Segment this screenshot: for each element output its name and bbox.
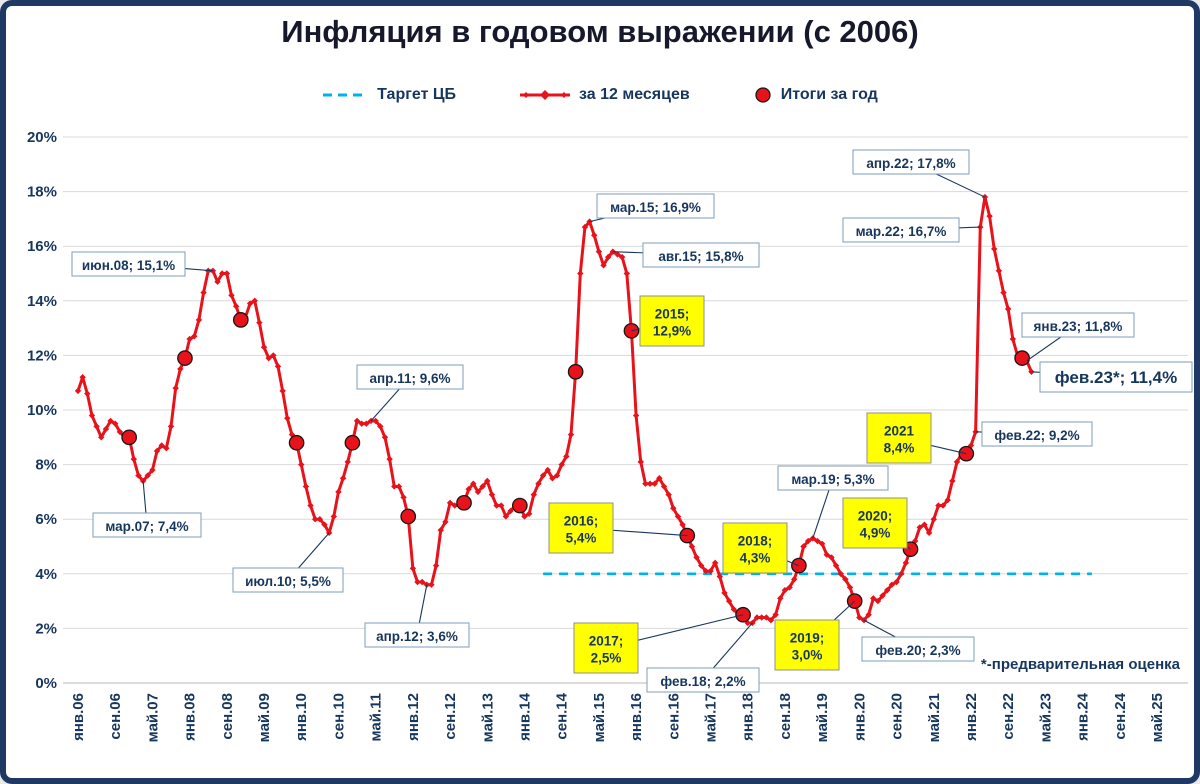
svg-text:июл.10; 5,5%: июл.10; 5,5% (245, 574, 331, 589)
svg-text:4%: 4% (35, 566, 57, 583)
svg-text:янв.16: янв.16 (628, 693, 645, 741)
svg-text:2,5%: 2,5% (591, 650, 622, 665)
svg-text:май.25: май.25 (1149, 693, 1166, 742)
svg-text:фев.20; 2,3%: фев.20; 2,3% (875, 643, 960, 658)
svg-text:апр.11; 9,6%: апр.11; 9,6% (370, 371, 451, 386)
chart-footnote: *-предварительная оценка (980, 656, 1180, 673)
svg-text:мар.19; 5,3%: мар.19; 5,3% (791, 472, 874, 487)
series-diamond-line-icon (520, 90, 571, 100)
svg-text:фев.18; 2,2%: фев.18; 2,2% (660, 674, 745, 689)
svg-text:8,4%: 8,4% (884, 440, 915, 455)
svg-text:янв.23; 11,8%: янв.23; 11,8% (1034, 319, 1123, 334)
svg-text:авг.15; 15,8%: авг.15; 15,8% (658, 249, 743, 264)
svg-text:фев.23*; 11,4%: фев.23*; 11,4% (1055, 368, 1177, 387)
svg-text:10%: 10% (27, 402, 57, 419)
svg-text:янв.20: янв.20 (851, 693, 868, 741)
svg-text:сен.10: сен.10 (330, 693, 347, 740)
svg-text:5,4%: 5,4% (566, 530, 597, 545)
legend-label-annual: Итоги за год (780, 86, 878, 103)
annual-circle-icon (755, 87, 771, 103)
svg-text:0%: 0% (35, 675, 57, 692)
svg-text:2017;: 2017; (589, 634, 624, 649)
svg-text:сен.24: сен.24 (1112, 692, 1129, 739)
chart-title: Инфляция в годовом выражении (с 2006) (281, 14, 919, 49)
chart-legend: Таргет ЦБ за 12 месяцев Итоги за год (0, 86, 1200, 104)
svg-text:сен.20: сен.20 (889, 693, 906, 740)
svg-text:май.11: май.11 (368, 693, 385, 742)
svg-text:янв.10: янв.10 (293, 693, 310, 741)
legend-item-target: Таргет ЦБ (322, 86, 456, 104)
svg-text:8%: 8% (35, 457, 57, 474)
svg-text:2016;: 2016; (564, 514, 599, 529)
svg-text:апр.12; 3,6%: апр.12; 3,6% (376, 629, 458, 644)
svg-text:2%: 2% (35, 620, 57, 637)
svg-text:6%: 6% (35, 511, 57, 528)
svg-text:июн.08; 15,1%: июн.08; 15,1% (82, 258, 175, 273)
svg-text:янв.08: янв.08 (182, 693, 199, 741)
legend-label-series: за 12 месяцев (579, 86, 690, 103)
svg-text:мар.22; 16,7%: мар.22; 16,7% (856, 224, 947, 239)
legend-item-series: за 12 месяцев (520, 86, 690, 104)
svg-text:май.09: май.09 (256, 693, 273, 742)
svg-text:сен.14: сен.14 (554, 692, 571, 739)
legend-label-target: Таргет ЦБ (377, 86, 457, 103)
svg-text:12%: 12% (27, 347, 57, 364)
svg-text:май.15: май.15 (591, 693, 608, 742)
svg-text:май.13: май.13 (479, 693, 496, 742)
svg-text:12,9%: 12,9% (653, 323, 691, 338)
svg-text:4,3%: 4,3% (740, 550, 771, 565)
svg-text:янв.18: янв.18 (740, 693, 757, 741)
svg-text:апр.22; 17,8%: апр.22; 17,8% (866, 156, 955, 171)
svg-text:2018;: 2018; (738, 534, 773, 549)
svg-text:2020;: 2020; (858, 509, 893, 524)
svg-text:май.23: май.23 (1037, 693, 1054, 742)
svg-text:18%: 18% (27, 184, 57, 201)
svg-text:сен.18: сен.18 (777, 693, 794, 740)
svg-text:янв.22: янв.22 (963, 693, 980, 741)
svg-text:14%: 14% (27, 293, 57, 310)
svg-text:сен.16: сен.16 (665, 693, 682, 740)
svg-text:май.17: май.17 (703, 693, 720, 742)
svg-text:2019;: 2019; (790, 631, 825, 646)
svg-text:20%: 20% (27, 129, 57, 146)
svg-text:2015;: 2015; (655, 307, 690, 322)
svg-text:сен.12: сен.12 (442, 693, 459, 740)
svg-text:янв.06: янв.06 (70, 693, 87, 741)
legend-item-annual: Итоги за год (754, 86, 878, 104)
target-dashed-line-icon (323, 93, 368, 97)
svg-text:май.21: май.21 (926, 693, 943, 742)
svg-text:май.19: май.19 (814, 693, 831, 742)
svg-text:3,0%: 3,0% (792, 647, 823, 662)
svg-text:май.07: май.07 (144, 693, 161, 742)
svg-text:сен.08: сен.08 (219, 693, 236, 740)
svg-text:фев.22; 9,2%: фев.22; 9,2% (994, 428, 1079, 443)
svg-text:сен.22: сен.22 (1000, 693, 1017, 740)
svg-text:янв.12: янв.12 (405, 693, 422, 741)
svg-text:16%: 16% (27, 238, 57, 255)
svg-text:мар.15; 16,9%: мар.15; 16,9% (610, 200, 701, 215)
svg-text:сен.06: сен.06 (107, 693, 124, 740)
svg-text:мар.07; 7,4%: мар.07; 7,4% (105, 519, 188, 534)
svg-text:янв.24: янв.24 (1075, 692, 1092, 741)
svg-text:2021: 2021 (884, 424, 915, 439)
svg-text:4,9%: 4,9% (860, 525, 891, 540)
svg-text:янв.14: янв.14 (516, 692, 533, 741)
